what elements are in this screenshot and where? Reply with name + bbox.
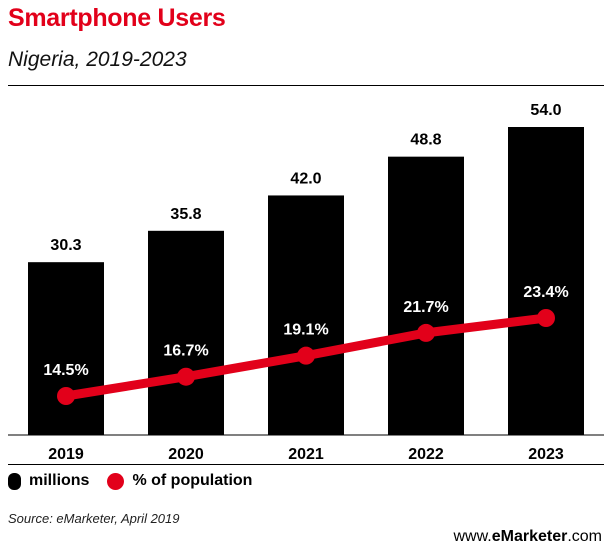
brand-prefix: www. [453, 528, 492, 545]
x-tick-label: 2021 [288, 446, 324, 463]
legend-item-population: % of population [107, 472, 252, 490]
bar-2022 [388, 156, 464, 436]
legend-swatch-bar [8, 472, 21, 490]
legend-item-millions: millions [8, 472, 89, 490]
bar-2023 [508, 127, 584, 435]
bar-value-label: 54.0 [530, 102, 561, 119]
chart-plot: 30.3 2019 35.8 2020 42.0 2021 48.8 2022 54.0 2023… [8, 102, 604, 463]
chart-subtitle: Nigeria, 2019-2023 [8, 48, 187, 71]
population-value-label: 14.5% [43, 362, 88, 379]
population-value-label: 23.4% [523, 284, 568, 301]
legend-swatch-dot [107, 472, 125, 490]
population-value-label: 19.1% [283, 322, 328, 339]
brand-name: eMarketer [491, 528, 568, 545]
population-point-2023 [537, 309, 555, 327]
population-point-2022 [417, 323, 435, 342]
population-value-label: 16.7% [163, 343, 208, 360]
legend-label-millions: millions [29, 472, 90, 489]
legend-label-population: % of population [132, 472, 253, 489]
brand-suffix: .com [567, 528, 602, 545]
x-tick-label: 2022 [408, 446, 444, 463]
population-point-2019 [57, 387, 75, 405]
bar-value-label: 30.3 [50, 237, 81, 254]
x-tick-label: 2019 [48, 446, 84, 463]
legend: millions % of population [8, 472, 270, 490]
axis-bottom-rule [8, 464, 604, 465]
bar-2020 [148, 230, 224, 435]
source-note: Source: eMarketer, April 2019 [8, 511, 180, 526]
bar-value-label: 48.8 [410, 132, 441, 149]
bar-2021 [268, 195, 344, 435]
x-tick-label: 2023 [528, 446, 564, 463]
bar-2019 [28, 262, 104, 435]
population-value-label: 21.7% [403, 299, 448, 316]
header-rule [8, 85, 604, 86]
brand-logo[interactable]: www.eMarketer.com [453, 528, 602, 546]
bar-value-label: 35.8 [170, 206, 201, 223]
x-tick-label: 2020 [168, 446, 204, 463]
population-point-2020 [177, 367, 195, 386]
bar-value-label: 42.0 [290, 170, 321, 187]
chart-title: Smartphone Users [8, 4, 226, 32]
population-point-2021 [297, 346, 315, 365]
